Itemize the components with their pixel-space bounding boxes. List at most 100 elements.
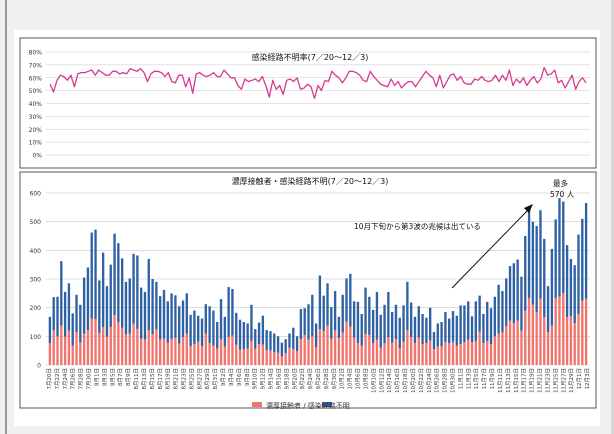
bar-unknown: [185, 293, 188, 334]
bar-unknown: [56, 296, 59, 337]
bar-contact: [554, 297, 557, 365]
bar-unknown: [527, 208, 531, 298]
bar-unknown: [406, 281, 409, 331]
bar-contact: [280, 356, 284, 365]
cases-x-tick-label: 11月7日: [481, 368, 488, 390]
cases-chart-frame: [19, 171, 597, 409]
bar-unknown: [132, 253, 135, 324]
bar-contact: [448, 343, 451, 365]
bar-contact: [269, 350, 272, 365]
bar-contact: [333, 330, 337, 365]
bar-unknown: [178, 306, 181, 344]
bar-unknown: [375, 291, 379, 340]
bar-contact: [311, 336, 314, 365]
bar-unknown: [478, 295, 481, 332]
bar-contact: [273, 352, 276, 365]
bar-unknown: [113, 233, 116, 316]
cases-x-tick-label: 7月24日: [62, 368, 69, 390]
bar-contact: [82, 333, 86, 365]
bar-contact: [185, 333, 188, 365]
bar-unknown: [288, 333, 291, 348]
bar-unknown: [474, 301, 477, 341]
cases-x-tick-label: 11月1日: [457, 368, 464, 390]
bar-unknown: [174, 295, 177, 338]
cases-x-tick-label: 8月15日: [149, 368, 156, 390]
bar-contact: [577, 314, 580, 365]
bar-unknown: [292, 327, 295, 350]
bar-unknown: [467, 301, 470, 340]
bar-unknown: [257, 322, 261, 345]
bar-unknown: [227, 287, 230, 337]
legend-text: 濃厚接触者 / 感染経路不明: [266, 401, 350, 410]
bar-unknown: [242, 322, 246, 350]
bar-contact: [288, 347, 291, 365]
rate-chart-y-ticks: 0% 10% 20% 30% 40% 50% 60% 70% 80%: [29, 50, 43, 160]
bar-contact: [398, 348, 401, 365]
cases-x-tick-label: 12月3日: [584, 368, 591, 390]
rate-y-tick-label: 30%: [29, 114, 43, 121]
bar-unknown: [543, 238, 546, 318]
cases-x-tick-label: 9月16日: [275, 368, 282, 390]
bar-unknown: [98, 280, 101, 333]
bar-contact: [569, 316, 573, 365]
bar-unknown: [520, 276, 523, 331]
bar-unknown: [314, 323, 318, 348]
bar-contact: [489, 344, 493, 365]
rate-y-tick-label: 0%: [32, 153, 42, 160]
bar-unknown: [120, 258, 124, 328]
bar-contact: [299, 339, 303, 365]
bar-unknown: [166, 301, 169, 343]
cases-x-tick-label: 8月11日: [133, 368, 140, 390]
bar-unknown: [546, 286, 550, 333]
cases-y-tick-label: 400: [30, 248, 42, 255]
bar-unknown: [204, 304, 207, 334]
bar-contact: [573, 323, 576, 365]
bar-contact: [337, 338, 341, 365]
legend-swatch-contact: [252, 402, 262, 407]
cases-x-tick-label: 11月15日: [513, 368, 520, 393]
bar-unknown: [265, 330, 268, 351]
bar-contact: [432, 349, 436, 365]
cases-x-tick-label: 9月2日: [220, 368, 227, 386]
bar-contact: [364, 334, 367, 365]
legend-swatch-unknown: [322, 402, 332, 407]
bar-contact: [284, 353, 287, 365]
bar-contact: [86, 330, 90, 365]
cases-x-tick-label: 9月26日: [315, 368, 322, 390]
bar-contact: [318, 329, 322, 365]
bar-unknown: [352, 301, 356, 338]
bar-unknown: [170, 293, 173, 340]
cases-x-tick-label: 11月9日: [489, 368, 496, 390]
cases-x-tick-label: 10月6日: [355, 368, 362, 390]
rate-chart-plot: [49, 66, 587, 99]
cases-x-tick-label: 9月4日: [228, 368, 235, 386]
bar-unknown: [493, 296, 497, 337]
bar-contact: [409, 336, 413, 365]
bar-contact: [227, 336, 230, 365]
bar-contact: [375, 339, 379, 365]
bar-contact: [429, 340, 432, 365]
bar-contact: [56, 336, 59, 365]
bar-unknown: [105, 286, 109, 337]
bar-unknown: [440, 322, 443, 347]
bar-contact: [546, 332, 550, 365]
cases-x-tick-label: 8月19日: [165, 368, 172, 390]
bar-unknown: [75, 294, 78, 333]
cases-x-tick-label: 10月4日: [347, 368, 354, 390]
cases-x-tick-label: 7月20日: [46, 368, 53, 390]
bar-contact: [322, 330, 325, 365]
bar-contact: [109, 326, 112, 365]
bar-unknown: [581, 218, 584, 301]
bar-unknown: [573, 265, 576, 324]
bar-unknown: [489, 308, 493, 345]
bar-contact: [105, 336, 109, 365]
bar-contact: [352, 337, 356, 365]
cases-x-tick-label: 9月18日: [283, 368, 290, 390]
bar-contact: [71, 345, 74, 365]
cases-x-tick-label: 8月9日: [125, 368, 132, 386]
bar-unknown: [276, 336, 280, 353]
bar-contact: [493, 336, 497, 365]
bar-contact: [276, 352, 280, 365]
bar-unknown: [516, 259, 519, 321]
cases-chart-bars: [48, 198, 588, 365]
